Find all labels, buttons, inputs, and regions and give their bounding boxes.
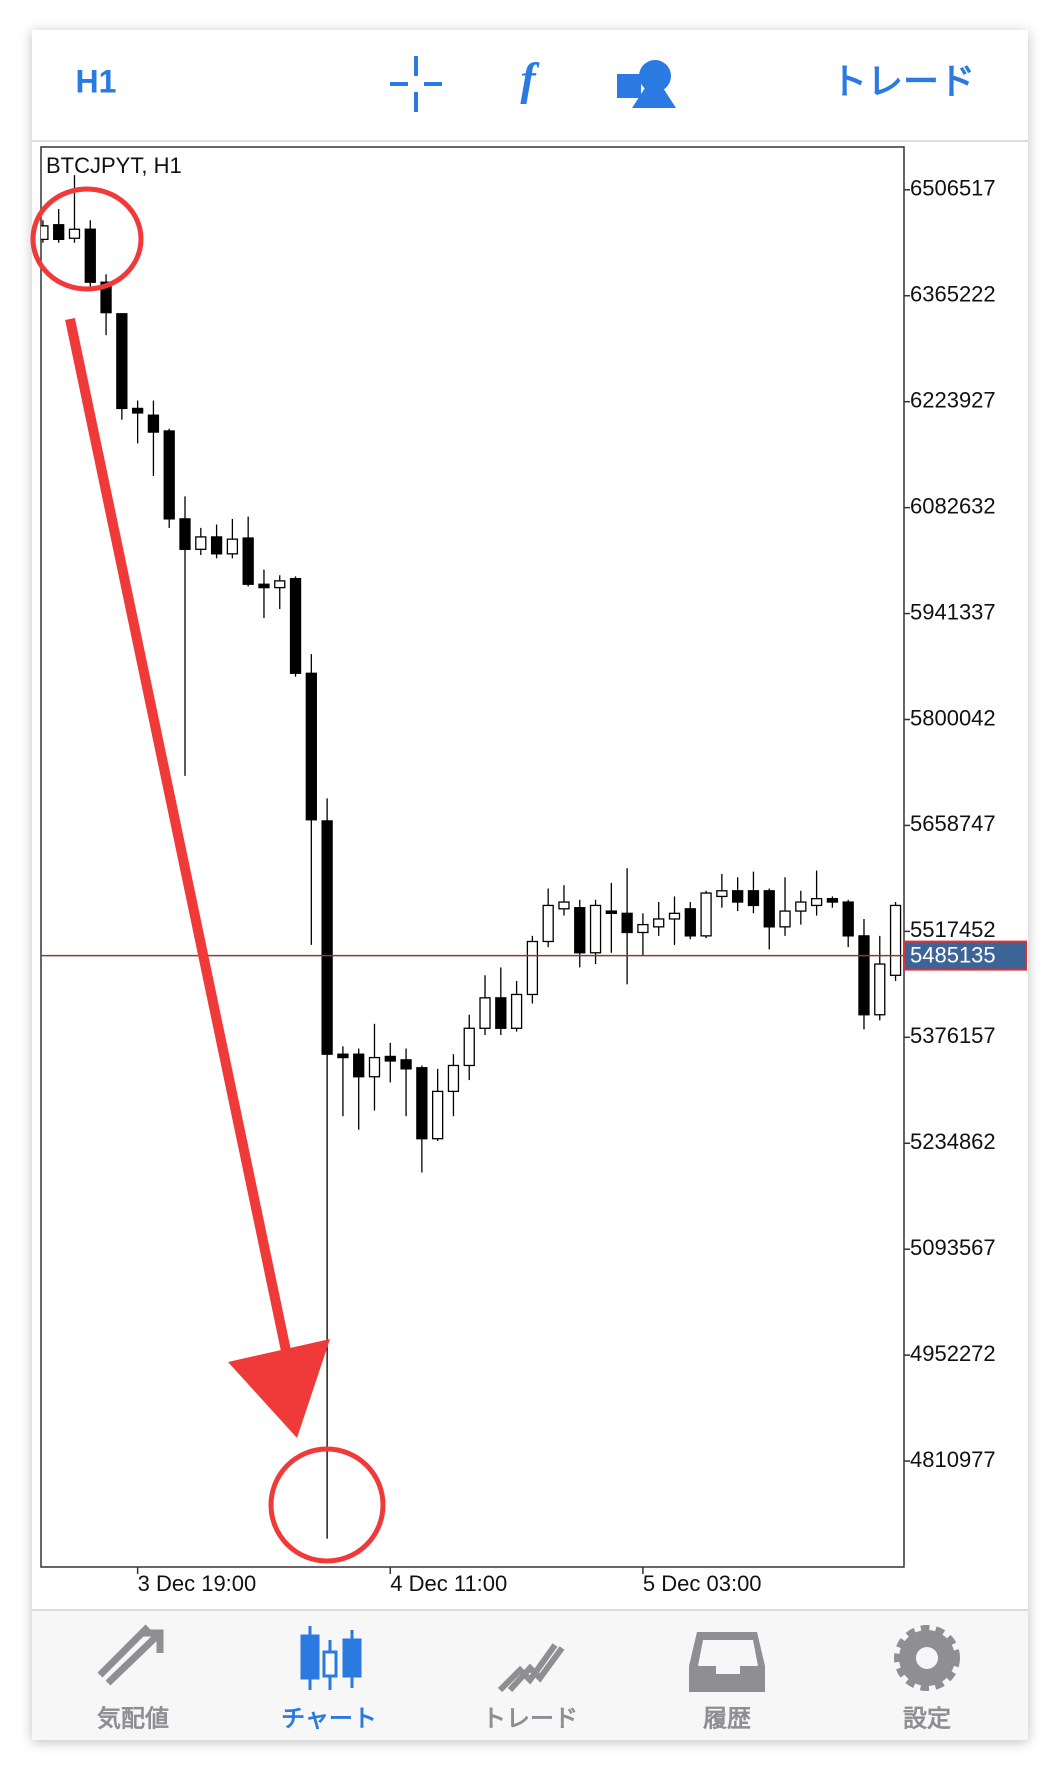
candle-body — [179, 518, 191, 550]
current-price-label: 5485135 — [910, 942, 996, 967]
y-tick-label: 5093567 — [910, 1235, 996, 1260]
candle-body — [589, 904, 602, 954]
candle-body — [463, 1027, 475, 1067]
chart-title: BTCJPYT, H1 — [46, 153, 182, 178]
history-icon[interactable] — [689, 1632, 765, 1692]
candle-body — [779, 910, 791, 928]
candle-body — [163, 430, 175, 520]
candle-body — [684, 908, 696, 937]
candle-body — [700, 892, 712, 937]
candle-body — [258, 583, 270, 589]
candle-body — [653, 918, 665, 928]
candle-body — [447, 1064, 460, 1093]
candle-body — [131, 407, 144, 414]
candle-body — [274, 580, 286, 589]
y-tick-label: 5376157 — [910, 1023, 996, 1048]
y-tick-label: 4952272 — [910, 1341, 996, 1366]
y-tick-label: 5517452 — [910, 917, 996, 942]
objects-button[interactable] — [617, 60, 676, 108]
candle-body — [431, 1090, 444, 1140]
crosshair-button[interactable] — [390, 56, 442, 112]
trade-button[interactable]: トレード — [831, 61, 975, 102]
toolbar: H1 f トレード — [32, 54, 1028, 142]
y-tick-label: 5658747 — [910, 811, 996, 836]
candle-body — [732, 890, 744, 903]
y-tick-label: 4810977 — [910, 1447, 996, 1472]
tab-label[interactable]: 履歴 — [703, 1705, 751, 1732]
indicator-button[interactable]: f — [520, 54, 540, 105]
y-tick-label: 5234862 — [910, 1129, 996, 1154]
plot-area — [40, 146, 905, 1568]
candle-body — [747, 890, 760, 907]
candle-body — [716, 890, 728, 898]
tab-label[interactable]: チャート — [281, 1705, 377, 1732]
candle-body — [53, 224, 65, 241]
candle-body — [810, 898, 823, 907]
candle-body — [510, 993, 523, 1029]
x-tick-label: 5 Dec 03:00 — [643, 1571, 762, 1596]
tab-label[interactable]: 気配値 — [97, 1704, 169, 1732]
tab-label[interactable]: トレード — [482, 1705, 578, 1732]
candle-body — [321, 820, 333, 1055]
y-tick-label: 5800042 — [910, 705, 996, 730]
candle-body — [416, 1067, 428, 1140]
y-tick-label: 6223927 — [910, 387, 996, 412]
candle-body — [479, 997, 491, 1029]
candle-body — [100, 281, 112, 314]
candle-body — [558, 901, 570, 910]
candle-body — [289, 577, 302, 674]
candle-body — [668, 912, 681, 920]
y-tick-label: 6506517 — [910, 176, 996, 201]
candle-body — [147, 414, 160, 433]
candle-body — [795, 901, 807, 912]
candle-body — [763, 890, 775, 928]
candle-body — [842, 901, 854, 937]
quotes-icon[interactable] — [97, 1624, 164, 1686]
y-tick-label: 6365222 — [910, 282, 996, 307]
tab-bar: 気配値 チャート トレード 履歴 設定 — [32, 1609, 1028, 1740]
candle-body — [226, 538, 239, 555]
candle-body — [384, 1055, 396, 1062]
candle-body — [826, 898, 839, 903]
candle-body — [874, 963, 886, 1016]
candle-body — [605, 910, 617, 914]
candle-body — [84, 228, 96, 283]
candle-body — [621, 912, 633, 934]
candle-body — [68, 228, 81, 239]
annotation — [30, 186, 386, 1564]
candle-body — [116, 313, 128, 410]
candles — [41, 175, 904, 1539]
candle-body — [195, 536, 207, 550]
candle-body — [210, 536, 223, 555]
axes: 6506517 6365222 6223927 6082632 5941337 58000… — [136, 176, 1027, 1596]
candle-body — [889, 904, 902, 976]
x-tick-label: 4 Dec 11:00 — [390, 1571, 507, 1596]
timeframe-button[interactable]: H1 — [76, 63, 117, 99]
trade-icon[interactable] — [497, 1643, 565, 1693]
candle-body — [41, 225, 49, 241]
settings-icon[interactable] — [894, 1625, 960, 1691]
x-tick-label: 3 Dec 19:00 — [138, 1571, 257, 1596]
candle-body — [337, 1053, 349, 1059]
candle-body — [574, 907, 586, 954]
tab-label[interactable]: 設定 — [903, 1705, 951, 1732]
candle-body — [368, 1056, 381, 1078]
chart-icon[interactable] — [300, 1626, 362, 1690]
candle-body — [858, 935, 870, 1016]
candle-body — [637, 923, 649, 934]
y-tick-label: 6082632 — [910, 493, 996, 518]
candle-body — [305, 672, 317, 821]
candle-body — [400, 1059, 412, 1070]
candle-body — [526, 940, 539, 996]
y-tick-label: 5941337 — [910, 599, 996, 624]
candle-body — [495, 997, 507, 1029]
candle-body — [542, 904, 554, 943]
candle-body — [353, 1053, 365, 1078]
current-price-box — [903, 940, 1027, 971]
candle-body — [242, 537, 254, 585]
